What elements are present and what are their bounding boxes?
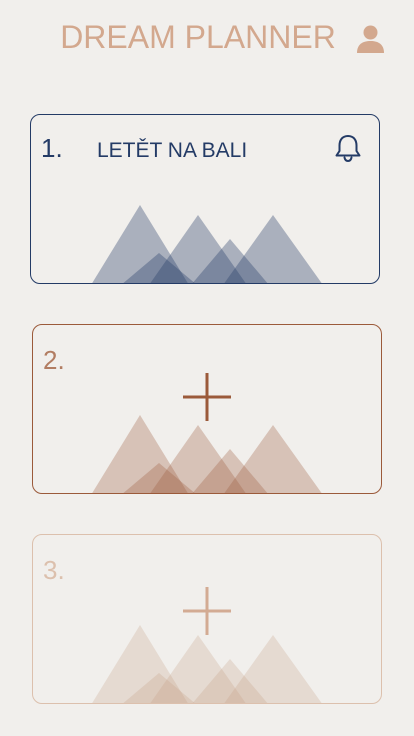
header: DREAM PLANNER	[0, 0, 414, 80]
mountains-illustration	[92, 415, 322, 493]
user-icon	[357, 25, 384, 53]
card-number: 1.	[41, 133, 63, 163]
reminder-button[interactable]	[331, 131, 365, 165]
bell-icon	[335, 135, 361, 163]
app-title: DREAM PLANNER	[60, 19, 336, 55]
add-dream-button[interactable]	[181, 585, 233, 637]
card-number: 2.	[43, 345, 65, 375]
mountains-illustration	[92, 205, 322, 283]
card-number: 3.	[43, 555, 65, 585]
dream-card-2[interactable]: 2.	[32, 324, 382, 494]
mountains-illustration	[92, 625, 322, 703]
user-profile-button[interactable]	[352, 20, 390, 58]
plus-icon	[183, 587, 231, 635]
dream-card-1[interactable]: 1. LETĚT NA BALI	[30, 114, 380, 284]
plus-icon	[183, 373, 231, 421]
dream-card-3[interactable]: 3.	[32, 534, 382, 704]
add-dream-button[interactable]	[181, 371, 233, 423]
card-title: LETĚT NA BALI	[97, 139, 248, 162]
